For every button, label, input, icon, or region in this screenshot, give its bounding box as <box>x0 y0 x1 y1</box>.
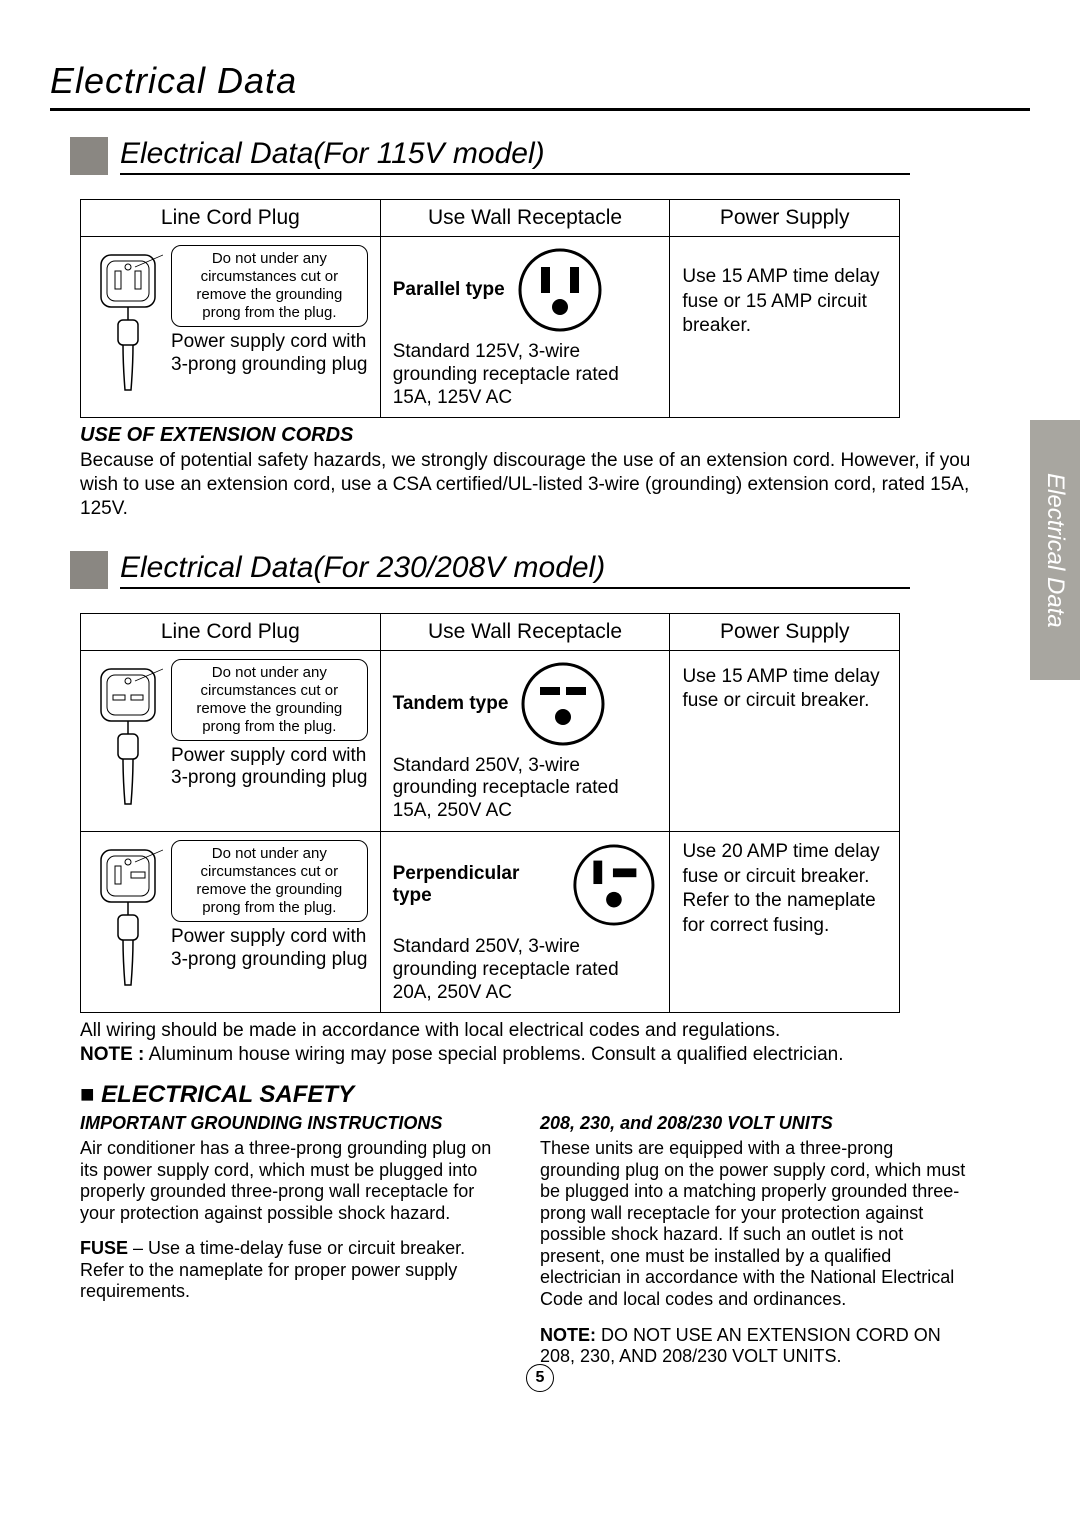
fuse-text: FUSE – Use a time-delay fuse or circuit … <box>80 1238 510 1303</box>
power-supply-text: Use 15 AMP time delay fuse or 15 AMP cir… <box>682 245 887 339</box>
main-title: Electrical Data <box>50 60 1030 111</box>
receptacle-perpendicular-icon <box>570 840 658 930</box>
ext-cords-text: Because of potential safety hazards, we … <box>80 449 980 520</box>
col-header: Power Supply <box>670 200 900 237</box>
col-header: Use Wall Receptacle <box>380 200 670 237</box>
side-tab: Electrical Data <box>1030 420 1080 680</box>
plug-warning: Do not under any circumstances cut or re… <box>171 659 368 741</box>
receptacle-caption: Standard 125V, 3-wire grounding receptac… <box>393 341 658 409</box>
col-header: Line Cord Plug <box>81 613 381 650</box>
receptacle-type-label: Tandem type <box>393 693 509 715</box>
plug-parallel-icon <box>93 245 163 395</box>
receptacle-type-label: Perpendicular type <box>393 863 560 907</box>
col-header: Power Supply <box>670 613 900 650</box>
receptacle-parallel-icon <box>515 245 605 335</box>
plug-tandem-icon <box>93 659 163 809</box>
section-marker-icon <box>70 137 108 175</box>
safety-right-column: 208, 230, and 208/230 VOLT UNITS These u… <box>540 1113 970 1382</box>
ext-cords-heading: USE OF EXTENSION CORDS <box>80 424 1030 447</box>
plug-perpendicular-icon <box>93 840 163 990</box>
section-marker-icon <box>70 551 108 589</box>
safety-left-column: IMPORTANT GROUNDING INSTRUCTIONS Air con… <box>80 1113 510 1382</box>
plug-caption: Power supply cord with 3-prong grounding… <box>171 331 368 377</box>
power-supply-text: Use 15 AMP time delay fuse or circuit br… <box>682 659 887 714</box>
table-115v: Line Cord Plug Use Wall Receptacle Power… <box>80 199 900 418</box>
plug-warning: Do not under any circumstances cut or re… <box>171 840 368 922</box>
volt-units-heading: 208, 230, and 208/230 VOLT UNITS <box>540 1113 970 1134</box>
grounding-heading: IMPORTANT GROUNDING INSTRUCTIONS <box>80 1113 510 1134</box>
receptacle-tandem-icon <box>518 659 608 749</box>
receptacle-caption: Standard 250V, 3-wire grounding receptac… <box>393 755 658 823</box>
plug-warning: Do not under any circumstances cut or re… <box>171 245 368 327</box>
section-230v-title: Electrical Data(For 230/208V model) <box>120 551 910 589</box>
power-supply-text: Use 20 AMP time delay fuse or circuit br… <box>682 840 887 939</box>
safety-heading: ELECTRICAL SAFETY <box>80 1081 1030 1109</box>
plug-caption: Power supply cord with 3-prong grounding… <box>171 926 368 972</box>
table-230v: Line Cord Plug Use Wall Receptacle Power… <box>80 613 900 1014</box>
grounding-text: Air conditioner has a three-prong ground… <box>80 1138 510 1224</box>
receptacle-type-label: Parallel type <box>393 279 505 301</box>
section-115v-header: Electrical Data(For 115V model) <box>70 137 1030 175</box>
page-number: 5 <box>526 1364 554 1392</box>
wiring-note: All wiring should be made in accordance … <box>80 1019 970 1067</box>
col-header: Use Wall Receptacle <box>380 613 670 650</box>
section-230v-header: Electrical Data(For 230/208V model) <box>70 551 1030 589</box>
volt-units-text: These units are equipped with a three-pr… <box>540 1138 970 1311</box>
section-115v-title: Electrical Data(For 115V model) <box>120 137 910 175</box>
volt-units-note: NOTE: DO NOT USE AN EXTENSION CORD ON 20… <box>540 1325 970 1368</box>
plug-caption: Power supply cord with 3-prong grounding… <box>171 745 368 791</box>
receptacle-caption: Standard 250V, 3-wire grounding receptac… <box>393 936 658 1004</box>
col-header: Line Cord Plug <box>81 200 381 237</box>
